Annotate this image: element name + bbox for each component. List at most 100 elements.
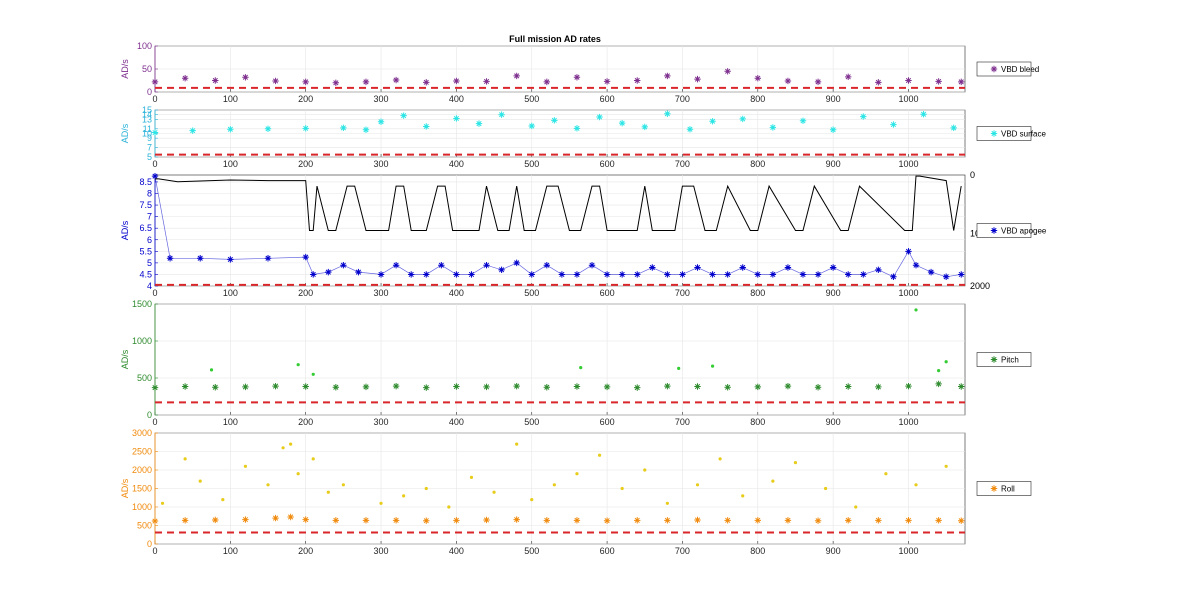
- y-tick-label: 1500: [132, 484, 152, 494]
- data-point: [272, 382, 279, 390]
- series-line: [155, 175, 962, 231]
- data-point: [151, 129, 159, 136]
- legend-marker: [990, 485, 998, 492]
- panel-1: 0 100 200 300 400 500 600 700 800 900 1000 0 50 100 AD…: [120, 41, 1039, 104]
- y-tick-label: 100: [137, 41, 152, 51]
- data-point: [151, 172, 159, 180]
- y-tick-label: 1000: [132, 502, 152, 512]
- x-tick-label: 600: [600, 288, 615, 298]
- x-tick-label: 800: [750, 288, 765, 298]
- data-point: [814, 78, 822, 86]
- data-point: [718, 457, 722, 461]
- x-tick-label: 600: [600, 159, 615, 169]
- data-point: [694, 75, 701, 83]
- data-point: [483, 383, 490, 391]
- data-point: [603, 271, 611, 278]
- x-tick-label: 100: [223, 159, 238, 169]
- y-tick-label: 500: [137, 521, 152, 531]
- data-point: [242, 74, 249, 81]
- data-point: [914, 308, 918, 312]
- data-point: [543, 261, 551, 269]
- y-tick-label: 10: [142, 129, 152, 139]
- data-point: [679, 271, 686, 278]
- data-point: [227, 256, 234, 263]
- data-point: [634, 384, 641, 391]
- data-point: [724, 517, 731, 524]
- data-point: [875, 266, 882, 274]
- data-point: [287, 513, 294, 521]
- x-tick-label: 100: [223, 94, 238, 104]
- x-tick-label: 0: [152, 288, 157, 298]
- x-tick-label: 300: [374, 94, 389, 104]
- legend-box: [976, 126, 1032, 141]
- data-point: [739, 115, 746, 123]
- x-tick-label: 800: [750, 417, 765, 427]
- y-tick-label: 1500: [132, 299, 152, 309]
- x-tick-label: 900: [826, 288, 841, 298]
- data-point: [221, 498, 225, 502]
- data-point: [958, 517, 965, 524]
- x-tick-label: 500: [524, 94, 539, 104]
- data-point: [543, 517, 551, 524]
- data-point: [332, 384, 340, 391]
- x-tick-label: 400: [449, 94, 464, 104]
- data-point: [935, 78, 942, 85]
- data-point: [927, 268, 935, 276]
- x-tick-label: 300: [374, 288, 389, 298]
- data-point: [513, 382, 520, 390]
- y-tick-label: 2000: [132, 465, 152, 475]
- data-point: [151, 517, 159, 525]
- data-point: [498, 266, 505, 274]
- data-point: [799, 271, 807, 278]
- data-point: [845, 517, 852, 524]
- x-tick-label: 500: [524, 159, 539, 169]
- legend-label: VBD bleed: [1001, 65, 1039, 74]
- data-point: [958, 383, 965, 390]
- y-tick-label: 0: [147, 87, 152, 97]
- x-tick-label: 200: [298, 94, 313, 104]
- y-tick-label: 0: [147, 410, 152, 420]
- data-point: [447, 505, 451, 509]
- data-point: [875, 79, 882, 86]
- data-point: [483, 261, 490, 269]
- data-point: [475, 120, 483, 127]
- data-point: [513, 259, 520, 267]
- x-tick-label: 600: [600, 417, 615, 427]
- data-point: [634, 271, 641, 278]
- data-point: [890, 121, 897, 128]
- data-point: [920, 111, 927, 118]
- data-point: [528, 122, 535, 130]
- data-point: [754, 517, 761, 524]
- y-tick-label: 13: [142, 114, 152, 124]
- data-point: [530, 498, 534, 502]
- data-point: [551, 117, 558, 124]
- data-point: [875, 517, 882, 524]
- data-point: [332, 517, 340, 524]
- series-2: [160, 442, 948, 509]
- y-tick-label: 5: [147, 258, 152, 268]
- series-1: [151, 110, 957, 136]
- data-point: [784, 77, 792, 85]
- data-point: [664, 110, 671, 117]
- data-point: [528, 271, 535, 278]
- data-point: [694, 264, 701, 271]
- data-point: [302, 253, 309, 261]
- data-point: [469, 475, 474, 479]
- data-point: [754, 75, 761, 82]
- data-point: [311, 372, 315, 376]
- data-point: [754, 383, 761, 391]
- data-point: [875, 383, 882, 391]
- legend-box: [976, 481, 1032, 496]
- data-point: [695, 483, 700, 487]
- x-tick-label: 600: [600, 546, 615, 556]
- data-point: [573, 125, 581, 132]
- data-point: [754, 271, 761, 278]
- data-point: [281, 446, 285, 450]
- data-point: [453, 271, 460, 278]
- legend-label: Pitch: [1001, 356, 1019, 365]
- x-tick-label: 1000: [898, 94, 918, 104]
- data-point: [597, 453, 602, 457]
- y-axis-label: AD/s: [120, 123, 130, 143]
- x-tick-label: 800: [750, 94, 765, 104]
- data-point: [212, 516, 219, 524]
